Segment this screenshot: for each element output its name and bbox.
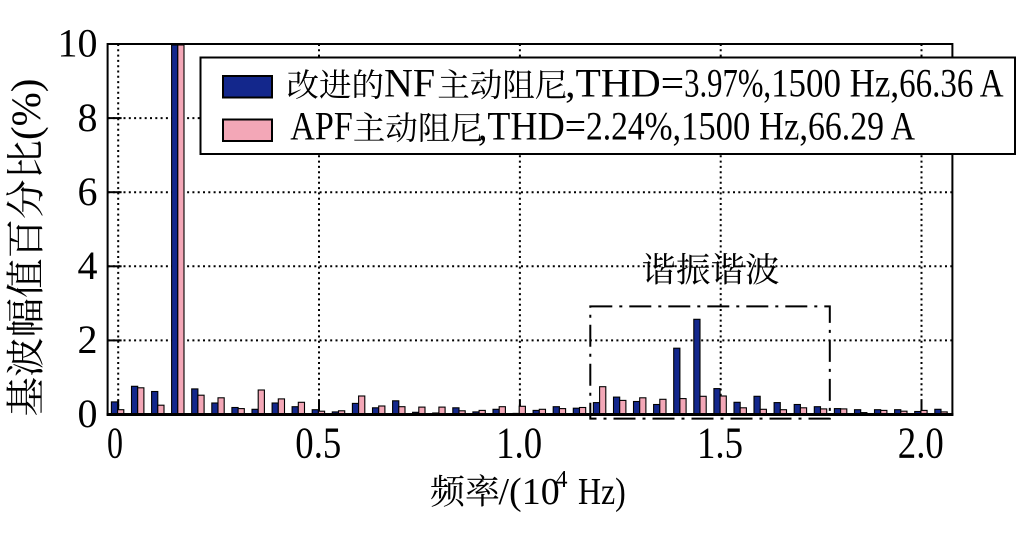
svg-text:2: 2 [78,317,98,362]
svg-text:66.36 A: 66.36 A [899,61,1004,106]
svg-text:,THD=: ,THD= [565,61,684,106]
svg-text:66.29 A: 66.29 A [808,104,915,149]
svg-text:0.5: 0.5 [295,419,341,468]
svg-text:8: 8 [78,95,98,140]
svg-text:10: 10 [58,21,98,66]
svg-text:/(10: /(10 [499,471,560,513]
svg-text:1.5: 1.5 [697,419,743,468]
svg-text:1.0: 1.0 [496,419,542,468]
svg-text:6: 6 [78,169,98,214]
svg-text:NF: NF [384,61,435,106]
svg-text:2.0: 2.0 [898,419,944,468]
svg-text:APF: APF [290,104,353,149]
svg-text:Hz): Hz) [570,471,626,513]
svg-text:1500 Hz,: 1500 Hz, [681,104,808,149]
svg-text:0: 0 [78,391,98,436]
svg-text:4: 4 [556,467,568,493]
svg-text:(%): (%) [3,79,49,140]
svg-text:4: 4 [78,243,98,288]
svg-text:0: 0 [107,419,123,468]
svg-text:1500 Hz,: 1500 Hz, [771,61,899,106]
svg-text:2.24%,: 2.24%, [586,104,681,149]
svg-text:,THD=: ,THD= [478,104,586,149]
svg-text:3.97%,: 3.97%, [684,61,771,106]
